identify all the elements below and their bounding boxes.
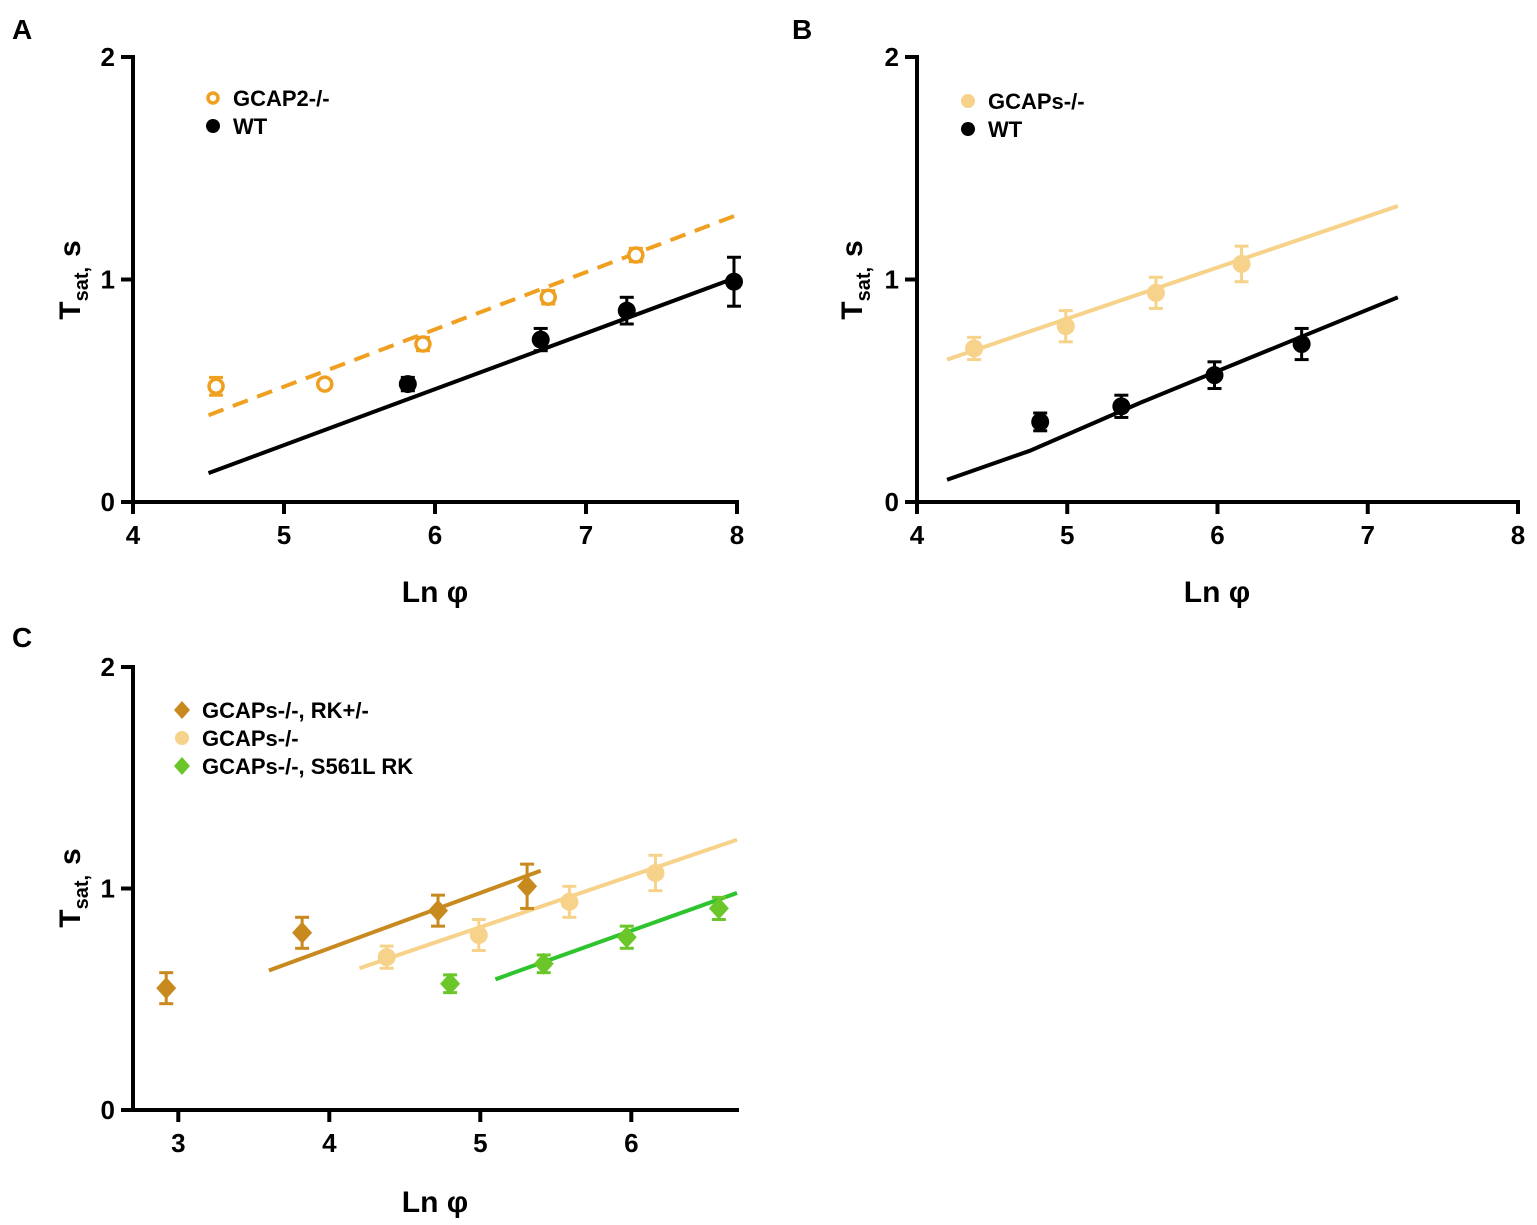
x-tick-label: 4 <box>126 520 141 550</box>
data-point-s2-1 <box>533 952 554 975</box>
data-point-s1-2 <box>617 301 636 320</box>
x-axis-title: Ln φ <box>402 1186 468 1219</box>
x-tick-label: 6 <box>1210 520 1224 550</box>
x-tick-label: 3 <box>171 1128 185 1158</box>
fit-line-0 <box>946 204 1399 362</box>
x-tick-label: 5 <box>1060 520 1074 550</box>
y-tick-label: 0 <box>101 1095 115 1125</box>
fit-line-2 <box>494 891 738 982</box>
legend-label: WT <box>233 114 268 139</box>
legend-label: GCAPs-/- <box>202 726 299 751</box>
data-point-s1-3 <box>724 272 743 291</box>
y-tick-label: 2 <box>101 652 115 682</box>
data-point-s0-2 <box>1146 283 1165 302</box>
y-tick-label: 1 <box>101 265 115 295</box>
y-axis-title: Tsat,s <box>54 240 93 319</box>
data-point-s2-2 <box>616 926 637 949</box>
legend-marker <box>206 91 220 105</box>
panel-label: B <box>792 14 812 45</box>
data-point-s0-1 <box>292 921 313 944</box>
data-point-s1-0 <box>398 375 417 394</box>
data-point-s0-0 <box>156 977 177 1000</box>
y-tick-label: 2 <box>101 42 115 72</box>
legend-label: WT <box>988 117 1023 142</box>
x-tick-label: 4 <box>910 520 925 550</box>
data-point-s0-3 <box>539 288 557 307</box>
x-tick-label: 7 <box>579 520 593 550</box>
panel-label: C <box>12 622 32 653</box>
fit-line-1 <box>946 295 1399 482</box>
fit-line-0 <box>268 868 542 973</box>
data-point-s1-2 <box>560 892 579 911</box>
data-point-s0-2 <box>428 899 449 922</box>
data-point-s0-2 <box>414 335 432 353</box>
y-axis-title: Tsat,s <box>836 240 875 319</box>
x-tick-label: 6 <box>624 1128 638 1158</box>
y-tick-label: 0 <box>101 487 115 517</box>
data-point-s2-0 <box>440 972 461 995</box>
fit-line-0 <box>207 213 738 418</box>
y-tick-label: 0 <box>885 487 899 517</box>
x-tick-label: 5 <box>473 1128 487 1158</box>
x-axis-title: Ln φ <box>1184 576 1250 609</box>
data-point-s1-3 <box>1292 335 1311 354</box>
panel-a: A 4 5 6 7 8 0 1 2 Ln φ Tsat,s GCAP2-/- WT <box>12 14 744 609</box>
x-tick-label: 6 <box>428 520 442 550</box>
panel-label: A <box>12 14 32 45</box>
x-tick-label: 8 <box>730 520 744 550</box>
legend-label: GCAPs-/- <box>988 89 1085 114</box>
legend-marker <box>175 731 189 745</box>
data-point-s0-0 <box>965 339 984 358</box>
x-tick-label: 8 <box>1511 520 1525 550</box>
y-tick-label: 2 <box>885 42 899 72</box>
legend-marker <box>174 757 190 775</box>
data-point-s0-0 <box>207 377 225 396</box>
panel-c: C 3 4 5 6 0 1 2 Ln φ Tsat,s GCAPs-/-, RK+/- GCAPs-/… <box>12 622 739 1219</box>
data-point-s0-4 <box>627 246 645 264</box>
data-point-s2-3 <box>708 897 729 920</box>
x-axis-title: Ln φ <box>402 576 468 609</box>
fit-line-1 <box>207 275 738 475</box>
data-point-s0-1 <box>1056 317 1075 336</box>
data-point-s1-1 <box>1112 397 1131 416</box>
data-point-s1-1 <box>531 330 550 349</box>
data-point-s0-3 <box>1232 254 1251 273</box>
data-point-s0-1 <box>316 375 334 393</box>
legend-marker <box>206 119 220 133</box>
legend-marker <box>961 122 975 136</box>
legend-label: GCAPs-/-, RK+/- <box>202 698 369 723</box>
legend-marker <box>961 94 975 108</box>
x-tick-label: 4 <box>322 1128 337 1158</box>
data-point-s1-0 <box>1031 412 1050 431</box>
y-axis-title: Tsat,s <box>54 848 93 927</box>
data-point-s1-0 <box>377 948 396 967</box>
panel-b: B 4 5 6 7 8 0 1 2 Ln φ Tsat,s GCAPs-/- WT <box>792 14 1525 609</box>
y-tick-label: 1 <box>101 874 115 904</box>
y-tick-label: 1 <box>885 265 899 295</box>
fit-line-1 <box>358 837 738 971</box>
legend-label: GCAPs-/-, S561L RK <box>202 754 413 779</box>
legend-marker <box>174 701 190 719</box>
data-point-s1-3 <box>646 863 665 882</box>
data-point-s1-1 <box>469 926 488 945</box>
data-point-s0-3 <box>517 875 538 898</box>
legend-label: GCAP2-/- <box>233 86 330 111</box>
x-tick-label: 7 <box>1361 520 1375 550</box>
data-point-s1-2 <box>1205 366 1224 385</box>
x-tick-label: 5 <box>277 520 291 550</box>
